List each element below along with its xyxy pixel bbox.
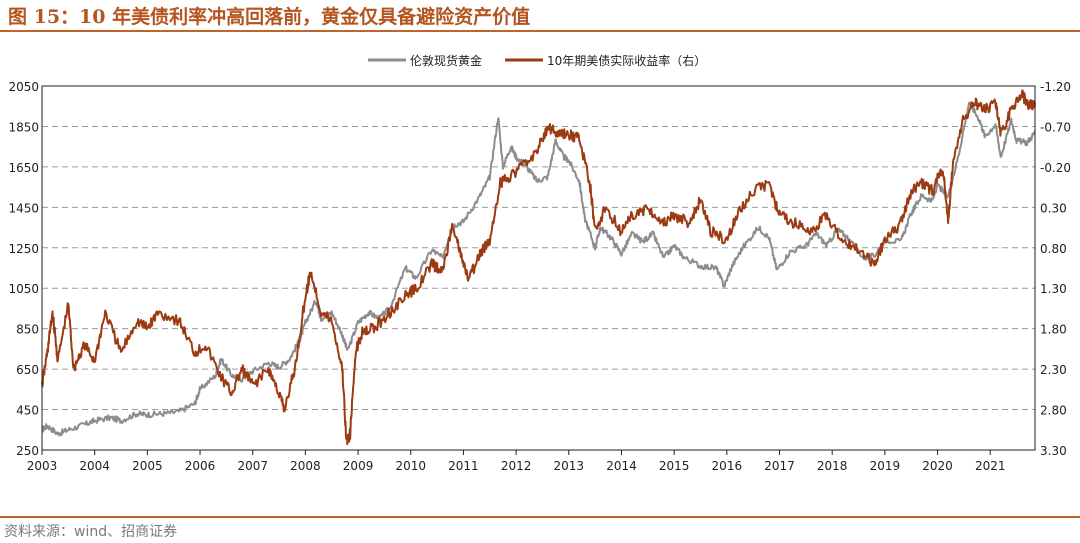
x-tick-label: 2018 [817, 459, 848, 473]
x-tick-label: 2019 [870, 459, 901, 473]
y-left-tick-label: 1850 [8, 120, 39, 134]
x-tick-label: 2007 [237, 459, 268, 473]
y-right-tick-label: -0.20 [1040, 161, 1071, 175]
x-tick-label: 2012 [501, 459, 532, 473]
x-tick-label: 2020 [922, 459, 953, 473]
y-right-tick-label: 1.30 [1040, 282, 1067, 296]
x-axis: 2003 2004 2005 2006 2007 2008 2009 2010 2011 2012… [27, 450, 1006, 473]
bottom-divider [0, 516, 1080, 518]
x-tick-label: 2003 [27, 459, 58, 473]
plot-frame [41, 85, 1036, 451]
top-divider [0, 30, 1080, 32]
y-left-tick-label: 2050 [8, 80, 39, 94]
legend-label: 伦敦现货黄金 [410, 53, 482, 68]
x-tick-label: 2016 [712, 459, 743, 473]
y-right-tick-label: 1.80 [1040, 323, 1067, 337]
x-tick-label: 2014 [606, 459, 637, 473]
y-right-tick-label: 2.80 [1040, 404, 1067, 418]
y-left-tick-label: 1450 [8, 201, 39, 215]
y-left-tick-label: 850 [16, 323, 39, 337]
y-left-tick-label: 250 [16, 444, 39, 458]
grid [42, 125, 1035, 411]
y-left-tick-label: 650 [16, 363, 39, 377]
legend: 伦敦现货黄金 10年期美债实际收益率（右） [368, 53, 706, 68]
title-bar: 图 15：10 年美债利率冲高回落前，黄金仅具备避险资产价值 [0, 0, 1080, 28]
x-tick-label: 2009 [343, 459, 374, 473]
y-axis-right: -1.20 -0.70 -0.20 0.30 0.80 1.30 1.80 2.30 2.80 3… [1040, 80, 1071, 458]
x-tick-label: 2010 [395, 459, 426, 473]
x-tick-label: 2017 [764, 459, 795, 473]
y-left-tick-label: 450 [16, 404, 39, 418]
y-right-tick-label: 0.80 [1040, 242, 1067, 256]
x-tick-label: 2021 [975, 459, 1006, 473]
y-right-tick-label: -1.20 [1040, 80, 1071, 94]
x-tick-label: 2006 [185, 459, 216, 473]
legend-label: 10年期美债实际收益率（右） [547, 53, 706, 68]
source-note: 资料来源：wind、招商证券 [4, 524, 178, 540]
x-tick-label: 2013 [554, 459, 585, 473]
y-left-tick-label: 1250 [8, 242, 39, 256]
x-tick-label: 2005 [132, 459, 163, 473]
y-right-tick-label: 2.30 [1040, 363, 1067, 377]
x-tick-label: 2015 [659, 459, 690, 473]
chart: 伦敦现货黄金 10年期美债实际收益率（右） 250 450 650 850 1050 125… [8, 53, 1071, 473]
y-right-tick-label: 3.30 [1040, 444, 1067, 458]
series-group [41, 89, 1036, 446]
y-left-tick-label: 1050 [8, 282, 39, 296]
series-line-2 [41, 89, 1036, 446]
x-tick-label: 2004 [79, 459, 110, 473]
y-right-tick-label: 0.30 [1040, 201, 1067, 215]
y-axis-left: 250 450 650 850 1050 1250 1450 1650 1850 2050 [8, 80, 39, 458]
y-right-tick-label: -0.70 [1040, 120, 1071, 134]
x-tick-label: 2011 [448, 459, 479, 473]
chart-title: 图 15：10 年美债利率冲高回落前，黄金仅具备避险资产价值 [8, 6, 531, 28]
y-left-tick-label: 1650 [8, 161, 39, 175]
x-tick-label: 2008 [290, 459, 321, 473]
